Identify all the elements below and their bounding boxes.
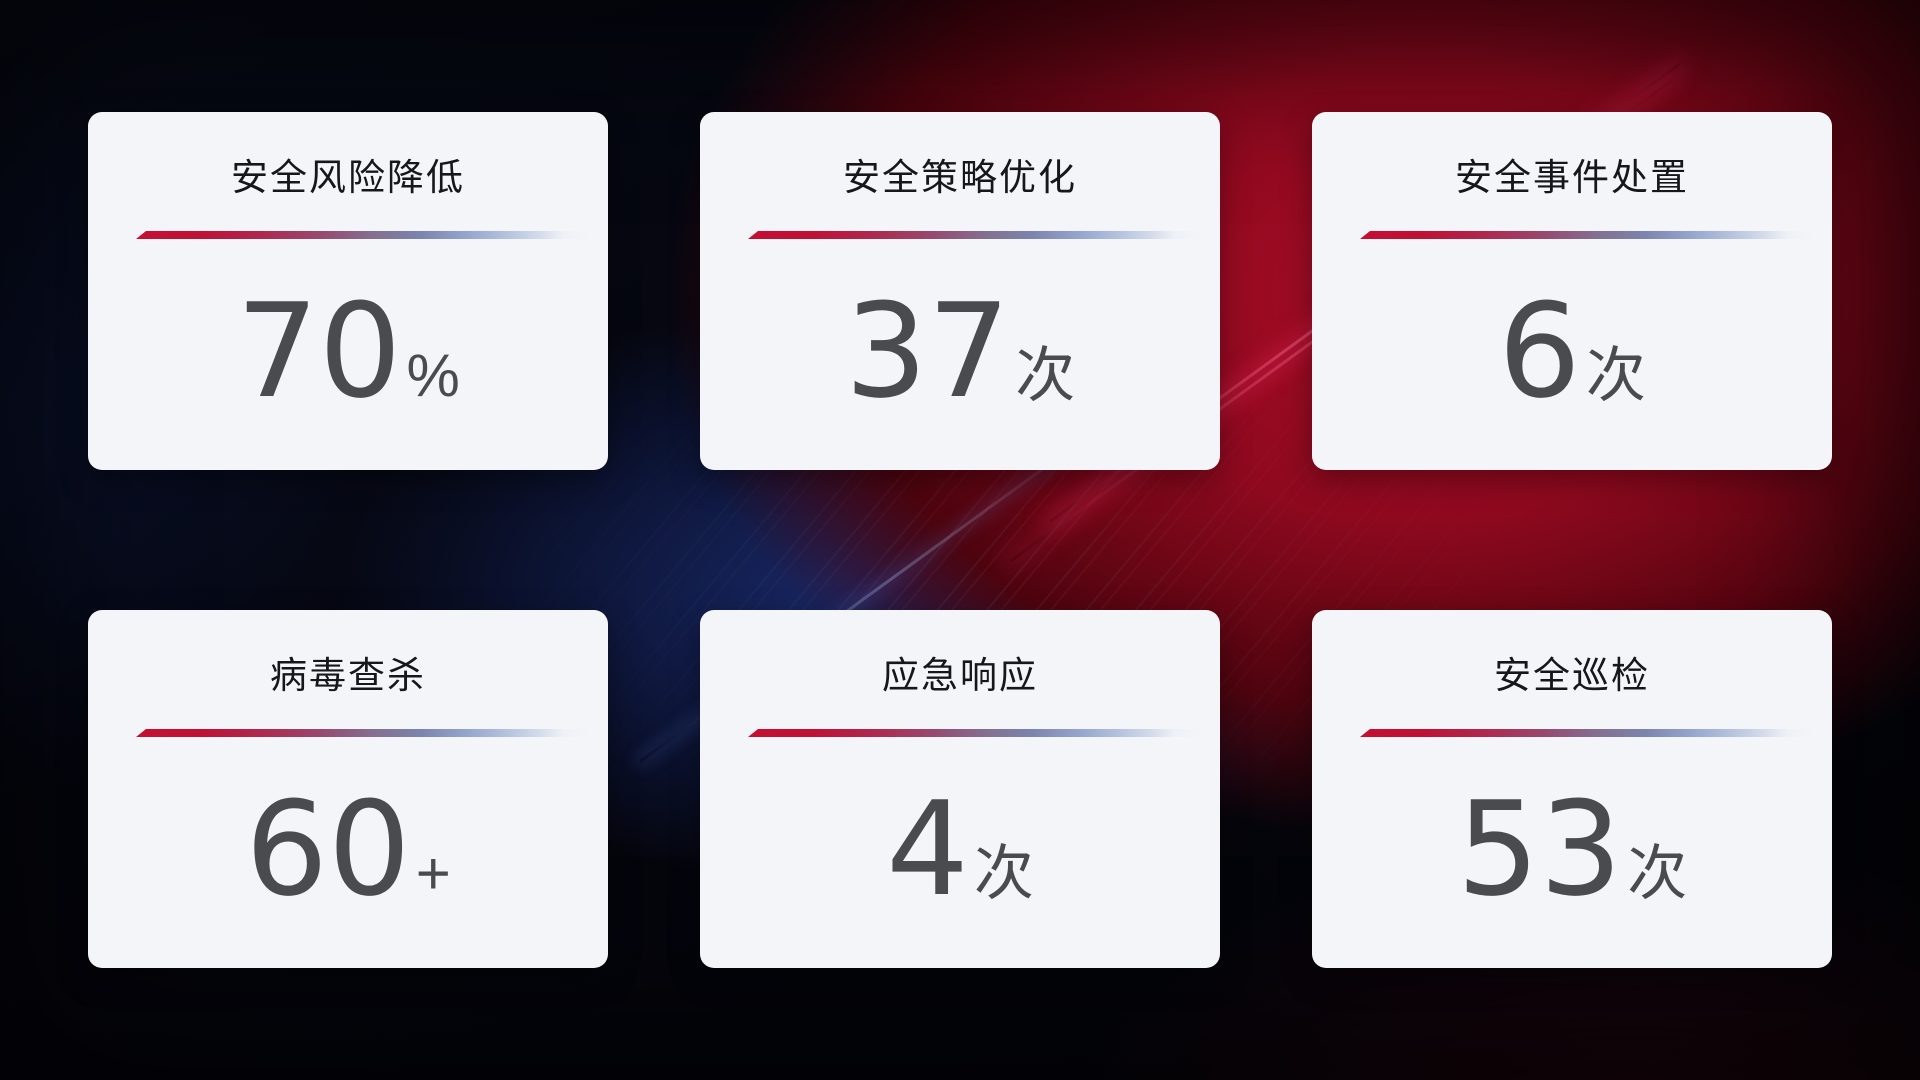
card-value-number: 37 [844,274,1011,427]
card-value-number: 6 [1498,274,1581,427]
card-value-number: 60 [245,772,411,925]
card-value: 60 + [88,737,608,960]
card-divider-line [136,729,595,737]
card-divider-line [1360,231,1819,239]
card-title: 应急响应 [882,655,1038,696]
card-value-row: 60 + [245,784,450,914]
card-value-row: 70 % [236,286,460,416]
card-title: 安全事件处置 [1455,157,1689,198]
card-divider-line [748,231,1207,239]
card-value-number: 70 [236,274,402,427]
stat-card-incident-handling: 安全事件处置 6 次 [1312,112,1832,470]
card-value: 70 % [88,239,608,462]
stat-card-policy-optimization: 安全策略优化 37 次 [700,112,1220,470]
card-value: 53 次 [1312,737,1832,960]
card-value-suffix: 次 [1015,341,1076,409]
stat-card-risk-reduction: 安全风险降低 70 % [88,112,608,470]
card-value-suffix: 次 [973,839,1034,907]
card-title: 安全策略优化 [843,157,1077,198]
card-value: 4 次 [700,737,1220,960]
card-value-suffix: 次 [1585,341,1646,409]
card-title: 安全巡检 [1494,655,1650,696]
card-divider-line [1360,729,1819,737]
card-title: 安全风险降低 [231,157,465,198]
card-value-row: 4 次 [886,784,1034,914]
card-value: 6 次 [1312,239,1832,462]
card-divider-line [136,231,595,239]
card-value-suffix: 次 [1627,839,1688,907]
stat-card-emergency-response: 应急响应 4 次 [700,610,1220,968]
stat-card-security-inspection: 安全巡检 53 次 [1312,610,1832,968]
stat-card-virus-scan: 病毒查杀 60 + [88,610,608,968]
card-value-suffix: % [406,341,460,409]
card-divider-line [748,729,1207,737]
card-value-row: 53 次 [1457,784,1687,914]
card-title: 病毒查杀 [270,655,426,696]
card-value-row: 6 次 [1498,286,1646,416]
card-value-suffix: + [415,839,451,907]
card-value-number: 53 [1456,772,1623,925]
card-value-number: 4 [886,772,969,925]
card-value: 37 次 [700,239,1220,462]
stats-grid: 安全风险降低 70 % 安全策略优化 37 次 安全事件处置 6 次 [88,112,1832,968]
card-value-row: 37 次 [845,286,1075,416]
